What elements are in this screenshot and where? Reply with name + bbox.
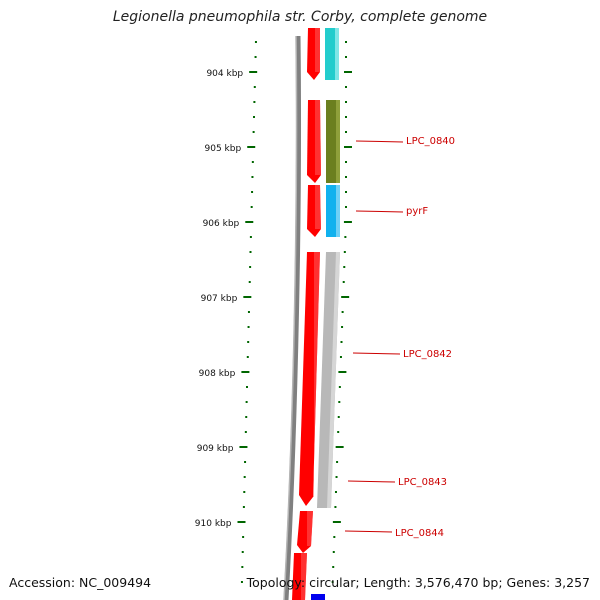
blue-feature-highlight [336, 185, 340, 237]
label-leader-line [355, 210, 404, 213]
label-leader-line [344, 530, 393, 533]
ruler-label: 907 kbp [201, 294, 238, 304]
gene-arrow-highlight [315, 100, 321, 175]
feature-label-lpc_0840[interactable]: LPC_0840 [406, 136, 455, 147]
label-leader-line [347, 480, 396, 483]
blue-fragment [311, 594, 325, 600]
topology-text: Topology: circular; Length: 3,576,470 bp… [246, 575, 590, 590]
ruler-label: 905 kbp [205, 144, 242, 154]
feature-labels: LPC_0840 pyrF LPC_0842 LPC_0843 LPC_0844 [344, 136, 455, 539]
ruler-labels: 904 kbp 905 kbp 906 kbp 907 kbp 908 kbp 909 k… [195, 69, 244, 529]
gene-arrow-highlight [301, 553, 307, 600]
gene-arrow-highlight [315, 185, 321, 229]
genome-backbone [283, 35, 301, 600]
gene-arrow-highlight [313, 252, 320, 497]
olive-feature-highlight [336, 100, 340, 183]
gene-arrow-highlight [315, 28, 320, 72]
feature-label-lpc_0842[interactable]: LPC_0842 [403, 349, 452, 360]
backbone-highlight [283, 35, 298, 600]
ruler-label: 909 kbp [197, 444, 234, 454]
cyan-feature-highlight [335, 28, 339, 80]
feature-label-lpc_0843[interactable]: LPC_0843 [398, 477, 447, 488]
ruler-label: 910 kbp [195, 519, 232, 529]
feature-label-pyrf[interactable]: pyrF [406, 206, 428, 217]
feature-label-lpc_0844[interactable]: LPC_0844 [395, 528, 444, 539]
forward-strand-genes [292, 28, 321, 600]
accession-text: Accession: NC_009494 [9, 575, 152, 590]
ruler-label: 906 kbp [203, 219, 240, 229]
map-title: Legionella pneumophila str. Corby, compl… [112, 9, 488, 25]
label-leader-line [355, 140, 404, 143]
gray-feature-highlight [327, 252, 340, 508]
label-leader-line [352, 352, 401, 355]
coordinate-ruler [237, 41, 352, 583]
ruler-label: 904 kbp [206, 69, 243, 79]
ruler-label: 908 kbp [199, 369, 236, 379]
gene-arrow-highlight [307, 511, 313, 546]
